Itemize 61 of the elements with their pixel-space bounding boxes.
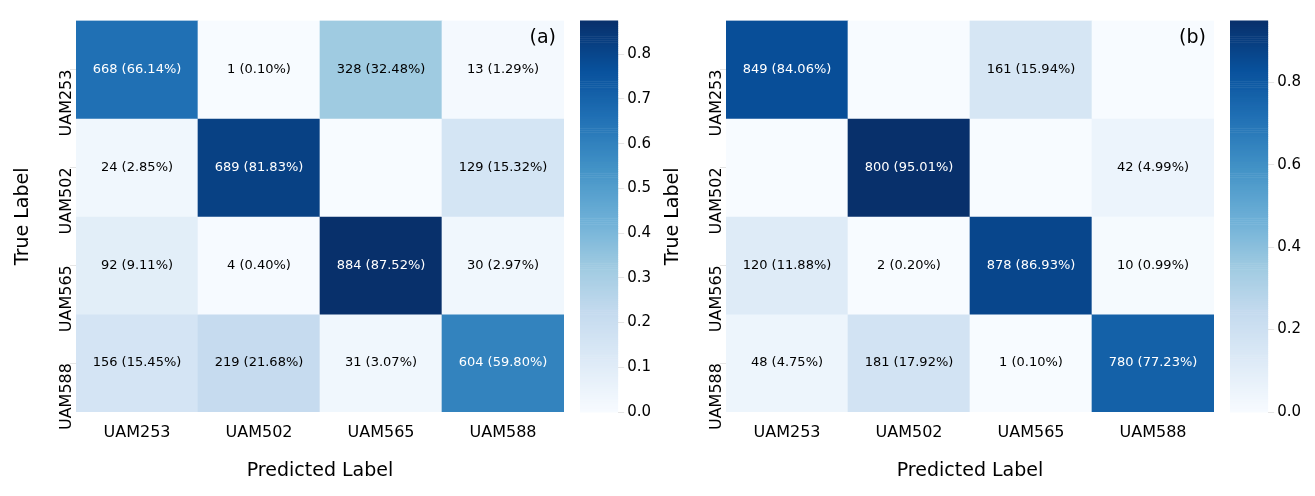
data-label: 13 (1.29%) (466, 60, 540, 76)
color-bar-label: 0.6 (1277, 154, 1301, 173)
data-label: 800 (95.01%) (864, 158, 954, 174)
y-tick-label: UAM502 (706, 167, 726, 235)
data-label: 780 (77.23%) (1108, 354, 1198, 370)
x-tick-label: UAM253 (753, 421, 821, 441)
data-label: 31 (3.07%) (344, 354, 418, 370)
data-label: 668 (66.14%) (92, 60, 182, 76)
y-tick-label: UAM253 (56, 69, 76, 137)
color-bar-label: 0.0 (627, 401, 651, 420)
x-tick-label: UAM502 (225, 421, 293, 441)
x-tick-label: UAM565 (347, 421, 415, 441)
color-bar-label: 0.3 (627, 267, 651, 286)
color-bar-label: 0.4 (627, 223, 651, 242)
x-tick-label: UAM253 (103, 421, 171, 441)
x-tick-label: UAM502 (875, 421, 943, 441)
data-label: 92 (9.11%) (100, 256, 174, 272)
x-tick-label: UAM565 (997, 421, 1065, 441)
data-label: 4 (0.40%) (227, 256, 291, 272)
text: (b) (1179, 25, 1206, 48)
x-axis-title: Predicted Label (896, 457, 1044, 480)
y-axis-title: True Label (660, 167, 683, 267)
color-bar-label: 0.8 (627, 44, 651, 63)
color-bar-label: 0.6 (627, 133, 651, 152)
data-label: 181 (17.92%) (864, 354, 954, 370)
data-label: 10 (0.99%) (1116, 256, 1190, 272)
data-label: 328 (32.48%) (336, 60, 426, 76)
color-bar-label: 0.7 (627, 88, 651, 107)
data-label: 849 (84.06%) (742, 60, 832, 76)
data-label: 884 (87.52%) (336, 256, 426, 272)
data-label: 156 (15.45%) (92, 354, 182, 370)
y-tick-label: UAM253 (706, 69, 726, 137)
data-label: 42 (4.99%) (1116, 158, 1190, 174)
data-label: 2 (0.20%) (877, 256, 941, 272)
color-bar-label: 0.2 (1277, 319, 1301, 338)
color-bar-label: 0.1 (627, 357, 651, 376)
y-tick-label: UAM565 (56, 265, 76, 333)
color-bar-label: 0.8 (1277, 72, 1301, 91)
data-label: 689 (81.83%) (214, 158, 304, 174)
y-axis-title: True Label (10, 167, 33, 267)
color-bar-label: 0.0 (1277, 401, 1301, 420)
data-label: 129 (15.32%) (458, 158, 548, 174)
y-tick-label: UAM565 (706, 265, 726, 333)
x-axis-title: Predicted Label (246, 457, 394, 480)
data-label: 30 (2.97%) (466, 256, 540, 272)
data-label: 120 (11.88%) (742, 256, 832, 272)
data-label: 1 (0.10%) (999, 354, 1063, 370)
data-label: 878 (86.93%) (986, 256, 1076, 272)
data-label: 1 (0.10%) (227, 60, 291, 76)
data-label: 48 (4.75%) (750, 354, 824, 370)
color-bar-label: 0.5 (627, 178, 651, 197)
data-label: 161 (15.94%) (986, 60, 1076, 76)
y-tick-label: UAM502 (56, 167, 76, 235)
data-label: 604 (59.80%) (458, 354, 548, 370)
color-bar-label: 0.2 (627, 312, 651, 331)
text: (a) (529, 25, 556, 48)
data-label: 24 (2.85%) (100, 158, 174, 174)
x-tick-label: UAM588 (1119, 421, 1187, 441)
x-tick-label: UAM588 (469, 421, 537, 441)
data-label: 219 (21.68%) (214, 354, 304, 370)
color-bar-label: 0.4 (1277, 237, 1301, 256)
